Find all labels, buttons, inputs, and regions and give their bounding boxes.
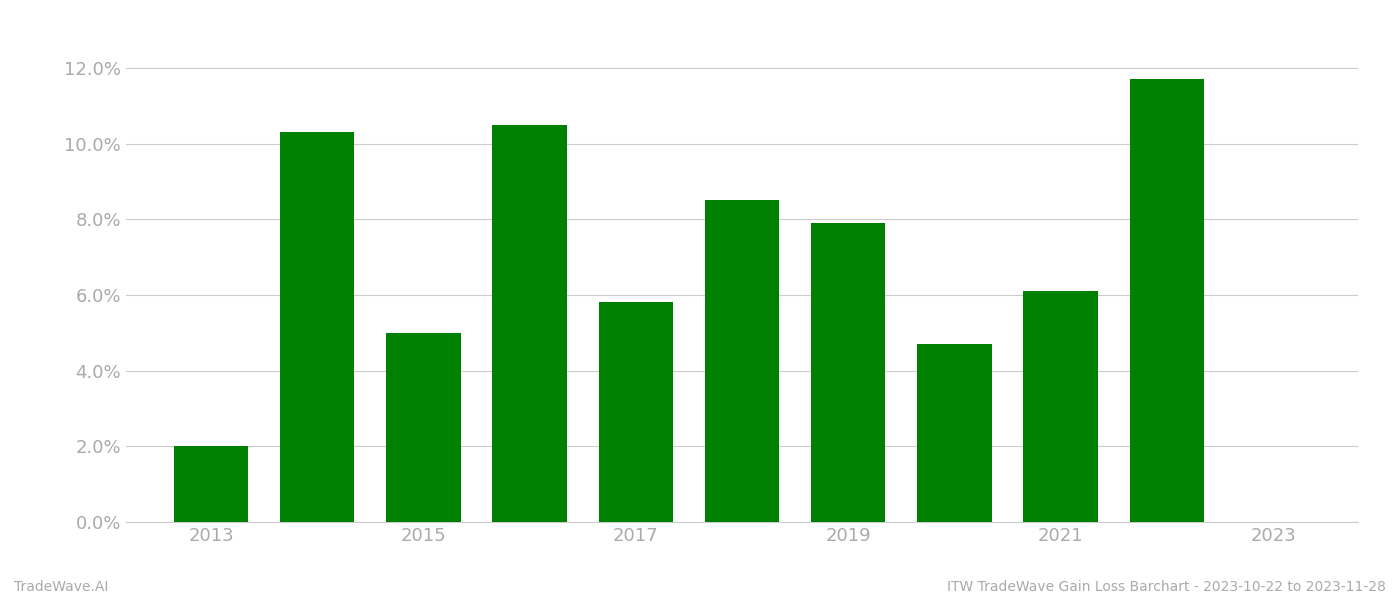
Bar xyxy=(280,132,354,522)
Text: TradeWave.AI: TradeWave.AI xyxy=(14,580,108,594)
Bar xyxy=(386,333,461,522)
Bar xyxy=(174,446,248,522)
Bar xyxy=(599,302,673,522)
Bar xyxy=(493,125,567,522)
Text: ITW TradeWave Gain Loss Barchart - 2023-10-22 to 2023-11-28: ITW TradeWave Gain Loss Barchart - 2023-… xyxy=(948,580,1386,594)
Bar xyxy=(704,200,780,522)
Bar xyxy=(811,223,885,522)
Bar xyxy=(1130,79,1204,522)
Bar xyxy=(1023,291,1098,522)
Bar xyxy=(917,344,991,522)
